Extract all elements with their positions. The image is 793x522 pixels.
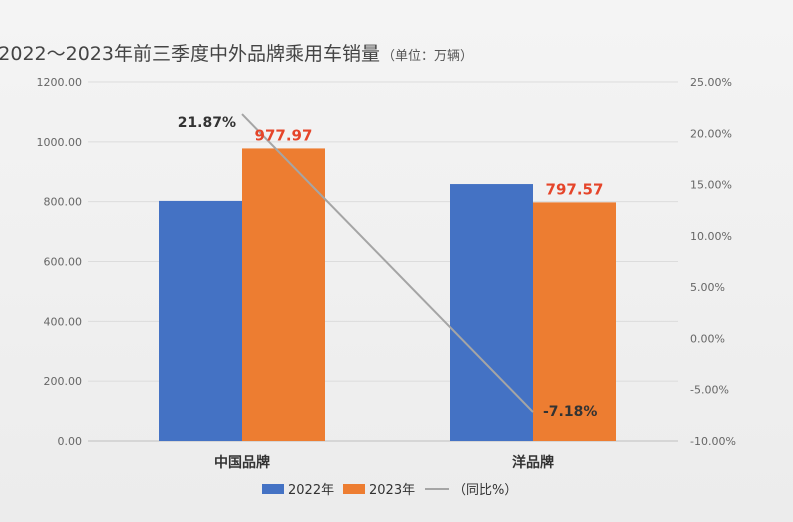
chart-title: 2022～2023年前三季度中外品牌乘用车销量: [0, 43, 380, 65]
legend-label: （同比%）: [453, 483, 517, 498]
line-data-label: 21.87%: [178, 115, 236, 131]
left-axis-ticks: 0.00 200.00 400.00 600.00 800.00 1000.00 1200.…: [37, 76, 83, 448]
chart-title-unit: （单位：万辆）: [382, 49, 473, 64]
bar-data-label: 797.57: [546, 180, 604, 198]
bar: [242, 148, 325, 441]
line-data-label: -7.18%: [543, 404, 597, 420]
category-label: 中国品牌: [214, 454, 270, 471]
bar: [159, 200, 242, 441]
bar-data-label: 977.97: [255, 126, 313, 144]
legend-label: 2022年: [288, 483, 334, 498]
right-tick-label: 5.00%: [690, 281, 725, 294]
left-tick-label: 400.00: [44, 315, 83, 328]
data-labels: 977.97 797.57 21.87% -7.18%: [178, 115, 604, 420]
left-tick-label: 200.00: [44, 375, 83, 388]
right-tick-label: 25.00%: [690, 76, 732, 89]
legend-swatch: [343, 484, 365, 494]
left-tick-label: 1200.00: [37, 76, 83, 89]
legend-swatch: [262, 484, 284, 494]
right-tick-label: 0.00%: [690, 332, 725, 345]
right-tick-label: 15.00%: [690, 179, 732, 192]
category-label: 洋品牌: [512, 454, 554, 471]
right-tick-label: -5.00%: [690, 384, 729, 397]
legend-label: 2023年: [369, 483, 415, 498]
left-tick-label: 800.00: [44, 196, 83, 209]
line-series: [241, 113, 534, 413]
right-tick-label: -10.00%: [690, 435, 736, 448]
chart-title-group: 2022～2023年前三季度中外品牌乘用车销量 （单位：万辆）: [0, 43, 473, 65]
left-tick-label: 600.00: [44, 256, 83, 269]
legend: 2022年 2023年 （同比%）: [262, 483, 517, 498]
right-axis-ticks: -10.00% -5.00% 0.00% 5.00% 10.00% 15.00% 20.00…: [690, 76, 736, 448]
bar: [533, 202, 616, 441]
right-tick-label: 20.00%: [690, 127, 732, 140]
yoy-line: [241, 113, 534, 413]
left-tick-label: 0.00: [58, 435, 83, 448]
category-labels: 中国品牌 洋品牌: [214, 454, 554, 471]
bar: [450, 184, 533, 441]
left-tick-label: 1000.00: [37, 136, 83, 149]
right-tick-label: 10.00%: [690, 230, 732, 243]
